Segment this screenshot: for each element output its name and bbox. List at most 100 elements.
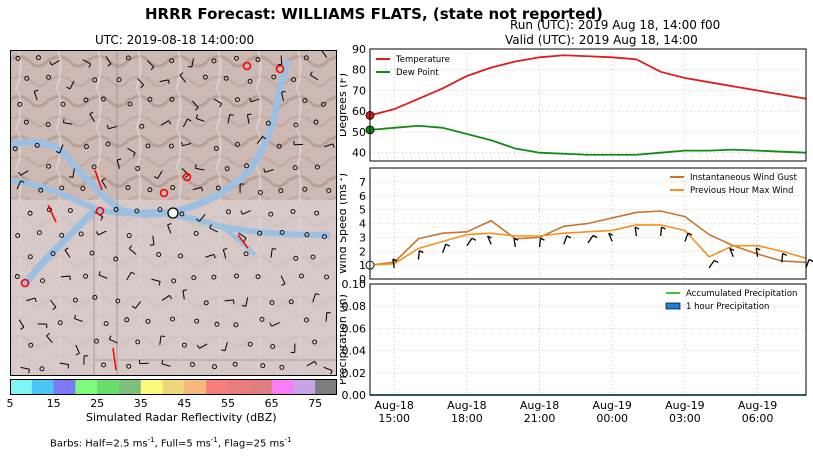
wind-barb [238, 232, 247, 239]
calm-wind-marker [59, 232, 65, 238]
calm-wind-marker [170, 185, 176, 191]
calm-wind-marker [38, 187, 44, 193]
calm-wind-marker [244, 163, 249, 169]
meteogram-panel: 0.00 0.02 0.04 0.06 0.08 0.10 Precipitation (i… [340, 278, 807, 425]
x-tick-label: Aug-19 [738, 399, 777, 412]
calm-wind-marker [147, 96, 153, 102]
calm-wind-marker [303, 55, 309, 61]
wind-barb [137, 78, 145, 86]
figure-title: HRRR Forecast: WILLIAMS FLATS, (state no… [145, 5, 603, 23]
wind-barb-feather [687, 232, 693, 236]
wind-barb-feather [73, 314, 77, 319]
calm-wind-marker [255, 57, 261, 63]
calm-wind-marker [234, 141, 240, 147]
colorbar-ticks: 5 15 25 35 45 55 65 75 [7, 397, 337, 411]
wind-barb-feather [332, 143, 335, 148]
calm-wind-marker [115, 298, 121, 304]
calm-wind-marker [260, 363, 266, 369]
wind-barb-feather [315, 293, 320, 296]
wind-barb-feather [314, 361, 318, 366]
colorbar-tick-label: 25 [90, 397, 105, 410]
wind-barb-feather [88, 63, 92, 68]
wind-barb [116, 159, 121, 169]
calm-wind-marker [105, 141, 111, 147]
legend-entry: 1 hour Precipitation [686, 302, 769, 312]
wind-barb-feather [262, 136, 267, 140]
calm-wind-marker [127, 101, 133, 107]
x-tick-label: 00:00 [596, 412, 628, 425]
colorbar-swatch [140, 379, 164, 395]
wind-barb-feather [107, 63, 112, 67]
map-time-label: UTC: 2019-08-18 14:00:00 [95, 33, 255, 47]
x-tick-label: Aug-18 [447, 399, 486, 412]
wind-barb-feather [68, 176, 73, 178]
calm-wind-marker [168, 143, 174, 149]
y-tick-label: 0.08 [342, 300, 367, 313]
colorbar-swatch [315, 379, 337, 395]
wind-barb-feather [167, 79, 170, 84]
calm-wind-marker [212, 364, 217, 370]
wind-barb [33, 91, 38, 101]
calm-wind-marker [233, 55, 239, 61]
colorbar-swatch [75, 379, 98, 395]
wind-barb [312, 293, 317, 303]
wind-barb [281, 92, 284, 102]
wind-barb-feather [223, 248, 228, 251]
fire-detection-marker [159, 188, 169, 198]
calm-wind-marker [279, 364, 285, 370]
wind-barb [134, 300, 142, 309]
wind-barb-feather [221, 349, 226, 352]
wind-barb-feather [169, 295, 173, 300]
wind-barb-feather [272, 248, 277, 250]
wind-barb [466, 237, 473, 247]
x-tick-label: Aug-18 [374, 399, 413, 412]
x-tick-label: Aug-19 [592, 399, 631, 412]
calm-wind-marker [213, 145, 219, 151]
calm-wind-marker [291, 77, 296, 83]
calm-wind-marker [89, 250, 95, 256]
wind-barb [256, 136, 263, 145]
calm-wind-marker [290, 209, 296, 214]
wind-barb [227, 114, 231, 124]
wind-barb-feather [219, 103, 223, 108]
calm-wind-marker [116, 77, 122, 83]
calm-wind-marker [271, 74, 277, 80]
wind-barb-feather [75, 352, 80, 356]
wind-barb-feather [101, 178, 106, 182]
calm-wind-marker [270, 344, 276, 349]
wind-barb [324, 143, 334, 148]
wind-barb-feather [158, 281, 161, 286]
wind-barb [151, 278, 161, 283]
wind-barb [60, 275, 70, 278]
calm-wind-marker [134, 208, 140, 214]
wind-barb-feather [117, 158, 122, 161]
wind-barb-feather [128, 245, 133, 249]
colorbar-swatch [293, 379, 316, 395]
colorbar-tick-label: 45 [177, 397, 192, 410]
wind-barb-feather [167, 223, 172, 226]
wind-barb-feather [179, 72, 184, 76]
wind-barb-feather [20, 326, 25, 330]
calm-wind-marker [224, 166, 230, 172]
calm-wind-marker [24, 75, 30, 81]
x-tick-label: 21:00 [524, 412, 556, 425]
wind-barb [101, 180, 107, 189]
wind-barb [74, 318, 84, 323]
wind-barb [321, 50, 328, 58]
calm-wind-marker [39, 366, 45, 372]
wind-barb-feather [201, 187, 204, 192]
wind-barb-feather [132, 152, 136, 157]
wind-barb [199, 343, 208, 349]
calm-wind-marker [170, 316, 175, 322]
wind-barb [513, 238, 516, 248]
calm-wind-marker [191, 275, 197, 281]
calm-wind-marker [257, 190, 263, 195]
calm-wind-marker [50, 251, 56, 257]
calm-wind-marker [276, 143, 282, 149]
wind-barb-feather [187, 65, 192, 68]
legend-entry: Temperature [395, 55, 450, 65]
calm-wind-marker [215, 185, 221, 191]
wind-barb [538, 238, 542, 248]
wind-barb [161, 295, 170, 301]
